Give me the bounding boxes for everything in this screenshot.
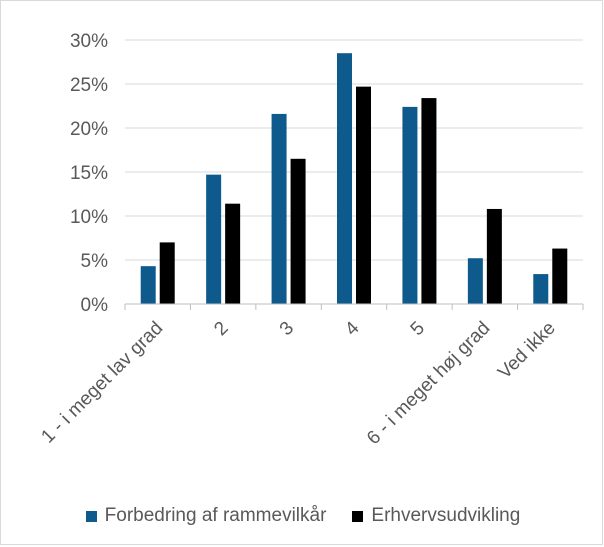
y-tick-label: 0% bbox=[81, 295, 109, 316]
y-tick-label: 30% bbox=[70, 31, 108, 52]
y-tick-label: 20% bbox=[70, 119, 108, 140]
x-category-label: 4 bbox=[341, 317, 364, 340]
bar-series-1 bbox=[271, 113, 287, 304]
bar-series-1 bbox=[402, 106, 418, 304]
bars bbox=[140, 53, 568, 305]
x-axis-category-labels: 1 - i meget lav grad 2 3 4 56 - i meget høj … bbox=[37, 317, 559, 449]
legend-label-series-1: Forbedring af rammevilkår bbox=[104, 505, 327, 526]
x-category-label: 1 - i meget lav grad bbox=[37, 318, 167, 448]
bar-series-2 bbox=[421, 98, 437, 304]
y-axis-tick-labels: 0% 5% 10% 15% 20% 25% 30% bbox=[70, 31, 108, 316]
bar-series-2 bbox=[159, 242, 175, 304]
x-category-label: 2 bbox=[210, 318, 232, 340]
y-tick-label: 25% bbox=[70, 75, 108, 96]
bar-series-1 bbox=[140, 266, 156, 304]
bar-series-1 bbox=[467, 258, 483, 304]
x-category-label: Ved ikke bbox=[494, 318, 560, 384]
legend-label-series-2: Erhvervsudvikling bbox=[371, 505, 521, 526]
bar-series-2 bbox=[552, 248, 568, 304]
bar-series-1 bbox=[337, 53, 352, 305]
bar-series-2 bbox=[290, 158, 306, 304]
x-axis bbox=[124, 303, 584, 310]
legend-swatch-series-2 bbox=[352, 510, 364, 522]
x-category-label: 6 - i meget høj grad bbox=[363, 318, 494, 449]
bar-series-2 bbox=[356, 86, 371, 304]
bar-series-1 bbox=[533, 274, 549, 304]
bar-series-2 bbox=[225, 203, 241, 304]
gridlines bbox=[125, 39, 583, 261]
x-category-label: 3 bbox=[276, 318, 298, 340]
y-tick-label: 15% bbox=[70, 163, 108, 184]
bar-series-1 bbox=[206, 174, 222, 304]
chart-legend: Forbedring af rammevilkår Erhvervsudvikl… bbox=[1, 499, 604, 533]
y-tick-label: 5% bbox=[81, 251, 109, 272]
legend-item-series-2: Erhvervsudvikling bbox=[352, 505, 520, 527]
legend-item-series-1: Forbedring af rammevilkår bbox=[85, 505, 327, 527]
y-tick-label: 10% bbox=[70, 207, 108, 228]
bar-series-2 bbox=[486, 208, 502, 304]
x-category-label: 5 bbox=[407, 318, 429, 340]
legend-swatch-series-1 bbox=[85, 510, 97, 522]
